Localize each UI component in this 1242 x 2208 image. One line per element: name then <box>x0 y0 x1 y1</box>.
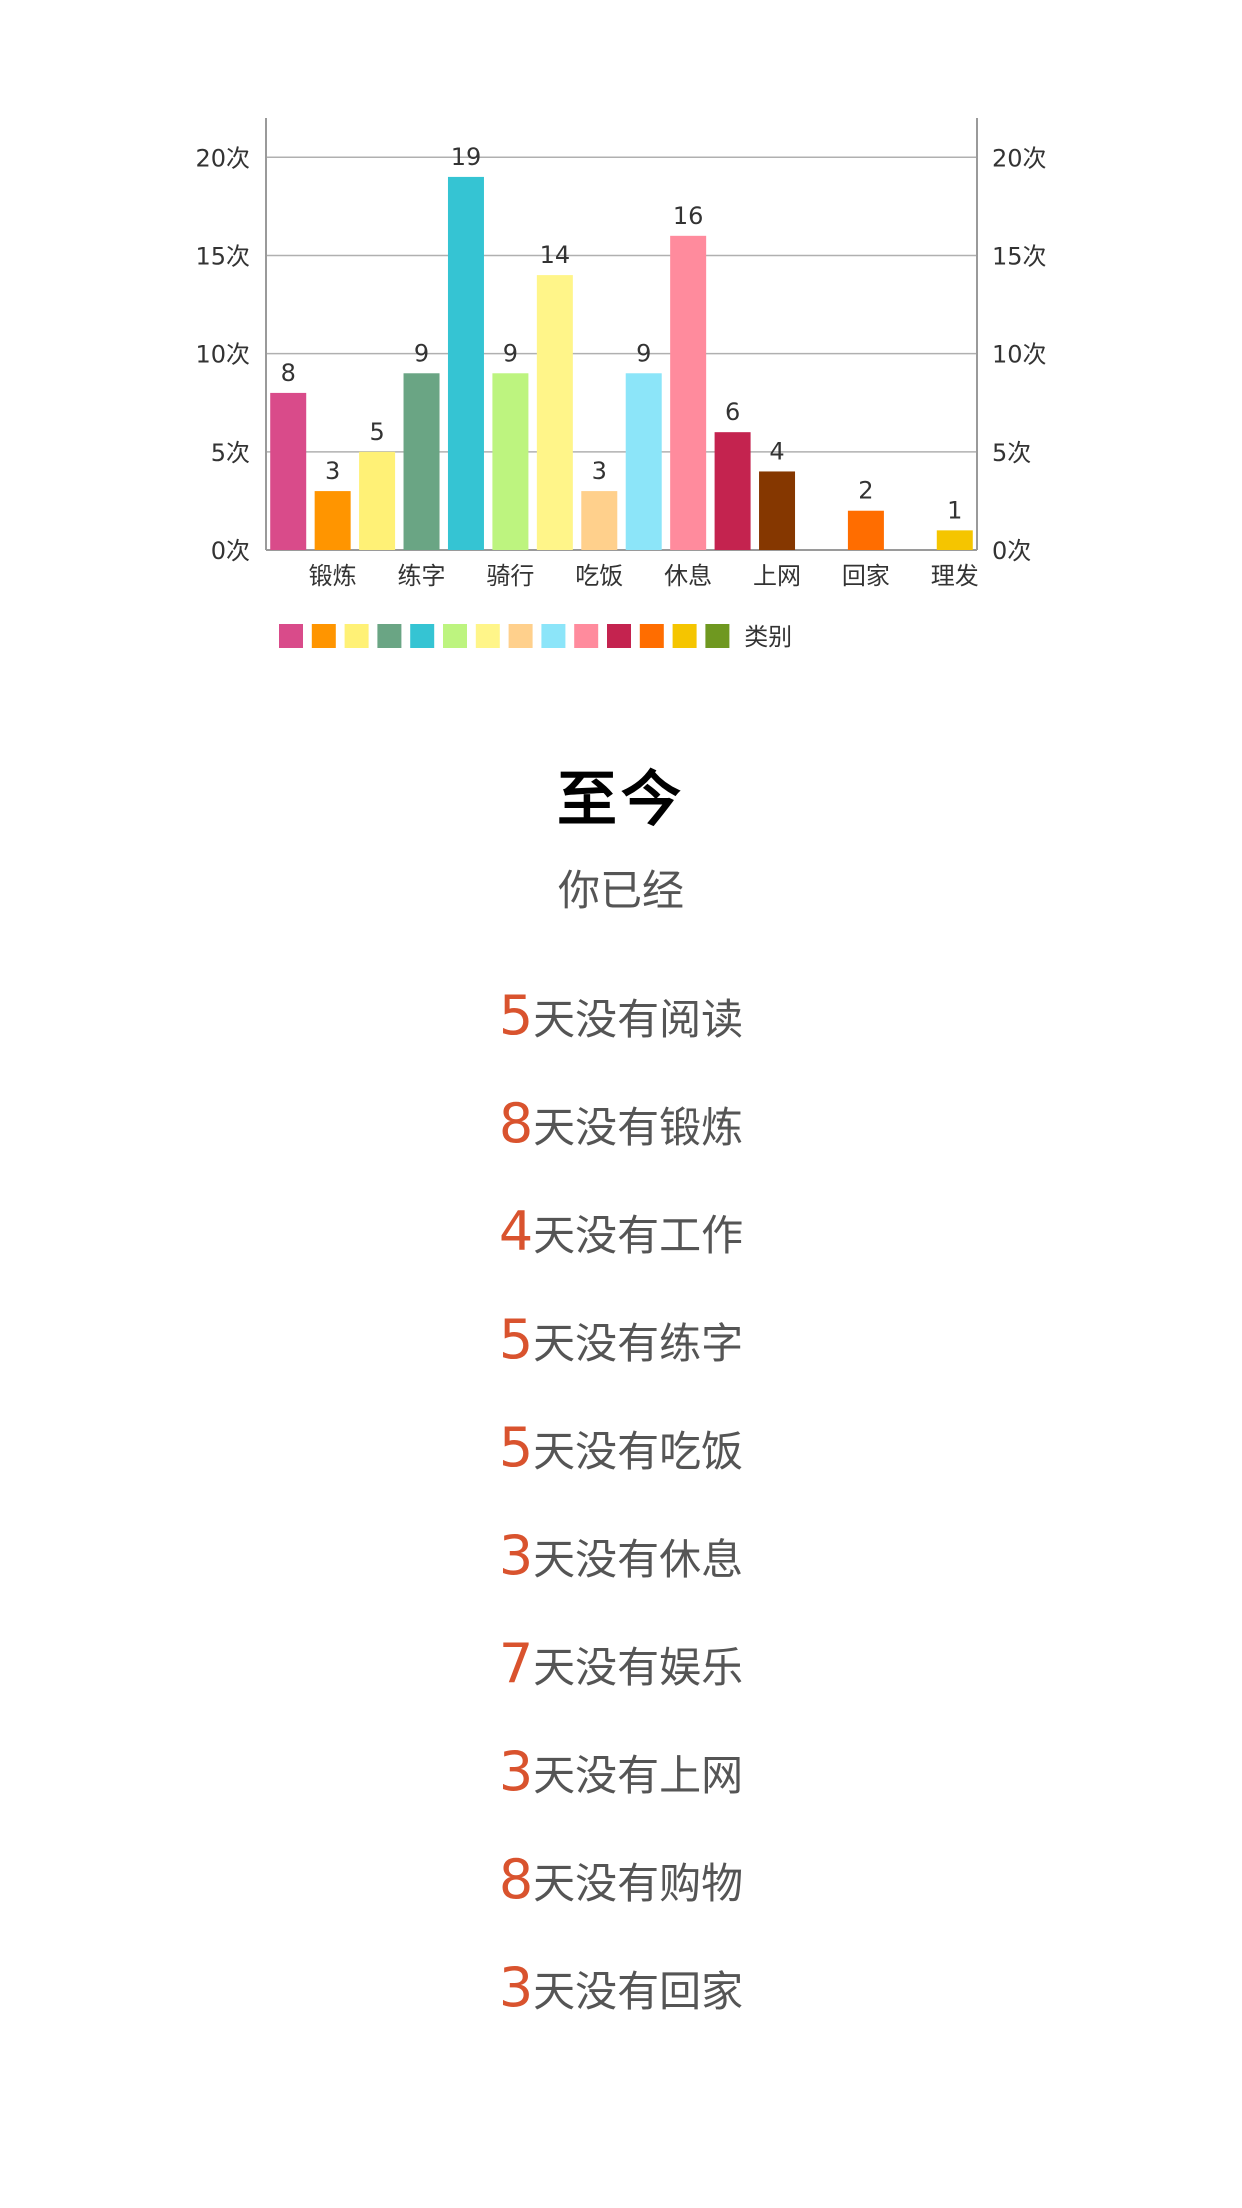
bar-value-label: 6 <box>725 398 740 426</box>
stat-row: 7天没有娱乐 <box>0 1610 1242 1718</box>
stat-list: 5天没有阅读 8天没有锻炼 4天没有工作 5天没有练字 5天没有吃饭 3天没有休… <box>0 962 1242 2042</box>
legend-swatch <box>672 624 697 648</box>
bar-value-label: 9 <box>414 339 429 367</box>
bar-value-label: 3 <box>592 457 607 485</box>
x-tick-label: 练字 <box>398 562 446 590</box>
summary-title: 至今 <box>557 765 685 835</box>
legend-swatch <box>475 624 500 648</box>
stat-text: 天没有购物 <box>533 1859 744 1908</box>
x-tick-label: 理发 <box>931 562 979 590</box>
x-tick-label: 回家 <box>842 562 890 590</box>
x-tick-label: 锻炼 <box>309 562 357 590</box>
bar <box>447 176 484 550</box>
bar <box>403 373 440 550</box>
summary-section: 至今 你已经 5天没有阅读 8天没有锻炼 4天没有工作 5天没有练字 5天没有吃… <box>0 760 1242 2042</box>
bar <box>359 451 396 550</box>
legend-swatch <box>377 624 402 648</box>
bar-value-label: 9 <box>503 339 518 367</box>
bar <box>625 373 662 550</box>
stat-count: 5 <box>498 984 534 1047</box>
stat-count: 5 <box>498 1308 534 1371</box>
x-tick-label: 休息 <box>664 562 712 590</box>
y-tick-label-right: 20次 <box>992 144 1047 172</box>
legend-swatch <box>443 624 467 648</box>
bar-value-label: 2 <box>858 477 873 505</box>
legend-swatch <box>574 624 599 648</box>
y-tick-label-right: 10次 <box>992 341 1047 369</box>
bar-value-label: 14 <box>540 241 571 269</box>
stat-text: 天没有工作 <box>533 1211 744 1260</box>
stat-count: 3 <box>498 1740 534 1803</box>
bar-value-label: 9 <box>636 339 651 367</box>
legend-swatch <box>410 624 435 648</box>
y-tick-label-right: 15次 <box>992 242 1047 270</box>
legend-label: 类别 <box>744 623 792 651</box>
stat-row: 8天没有锻炼 <box>0 1070 1242 1178</box>
bar <box>936 530 973 550</box>
stat-text: 天没有娱乐 <box>533 1643 744 1692</box>
stat-row: 3天没有上网 <box>0 1718 1242 1826</box>
bar-value-label: 5 <box>369 418 384 446</box>
stat-row: 4天没有工作 <box>0 1178 1242 1286</box>
stat-row: 5天没有阅读 <box>0 962 1242 1070</box>
stat-count: 4 <box>498 1200 534 1263</box>
bar-value-label: 1 <box>947 496 962 524</box>
stat-row: 3天没有休息 <box>0 1502 1242 1610</box>
stat-text: 天没有锻炼 <box>533 1103 744 1152</box>
legend-swatch <box>279 624 303 648</box>
legend-swatch <box>639 624 664 648</box>
bar-value-label: 4 <box>769 437 784 465</box>
stat-count: 8 <box>498 1848 534 1911</box>
y-tick-label-left: 20次 <box>195 144 250 172</box>
x-tick-label: 骑行 <box>486 562 534 590</box>
legend-swatch <box>607 624 631 648</box>
y-tick-label-right: 0次 <box>992 537 1031 565</box>
bar <box>759 471 796 550</box>
legend-swatch <box>344 624 369 648</box>
bar <box>581 491 618 550</box>
stat-row: 5天没有练字 <box>0 1286 1242 1394</box>
bar <box>492 373 529 550</box>
bar <box>270 392 307 550</box>
stat-row: 8天没有购物 <box>0 1826 1242 1934</box>
bar <box>714 432 751 550</box>
stat-text: 天没有练字 <box>533 1319 744 1368</box>
bar <box>536 275 573 550</box>
legend-swatch <box>311 624 336 648</box>
y-tick-label-left: 15次 <box>195 242 250 270</box>
y-tick-label-left: 10次 <box>195 341 250 369</box>
bar-value-label: 3 <box>325 457 340 485</box>
y-tick-label-left: 5次 <box>211 439 250 467</box>
stat-text: 天没有阅读 <box>533 995 744 1044</box>
bar-value-label: 8 <box>281 359 296 387</box>
stat-row: 3天没有回家 <box>0 1934 1242 2042</box>
x-tick-label: 上网 <box>753 562 801 590</box>
stat-text: 天没有吃饭 <box>533 1427 744 1476</box>
stat-row: 5天没有吃饭 <box>0 1394 1242 1502</box>
legend-swatch <box>705 624 730 648</box>
summary-subtitle: 你已经 <box>557 866 684 915</box>
stat-count: 7 <box>498 1632 534 1695</box>
stat-count: 3 <box>498 1524 534 1587</box>
bar <box>314 491 351 550</box>
stat-text: 天没有休息 <box>533 1535 744 1584</box>
bar-value-label: 19 <box>451 143 482 171</box>
legend-swatch <box>508 624 533 648</box>
bar <box>847 510 884 550</box>
bar <box>670 235 707 550</box>
legend-swatch <box>541 624 566 648</box>
stat-text: 天没有回家 <box>533 1967 744 2016</box>
stat-text: 天没有上网 <box>533 1751 744 1800</box>
stat-count: 5 <box>498 1416 534 1479</box>
y-tick-label-right: 5次 <box>992 439 1031 467</box>
bar-value-label: 16 <box>673 202 704 230</box>
y-tick-label-left: 0次 <box>211 537 250 565</box>
x-tick-label: 吃饭 <box>575 562 623 590</box>
stat-count: 8 <box>498 1092 534 1155</box>
stat-count: 3 <box>498 1956 534 2019</box>
